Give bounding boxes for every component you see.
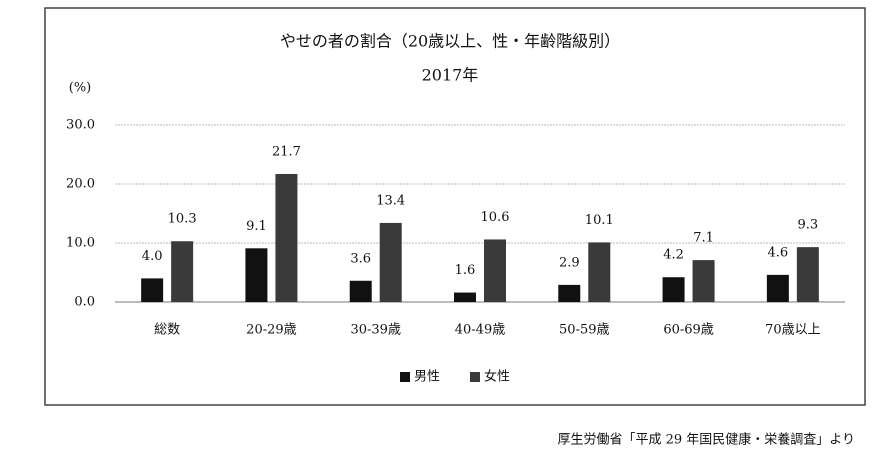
legend-label: 男性 [414,370,440,385]
bar [484,239,506,302]
y-tick-label: 10.0 [66,236,95,251]
bar [662,277,685,302]
bar [796,247,819,302]
chart-frame [44,7,866,406]
data-label: 10.6 [481,210,510,225]
y-tick-label: 0.0 [74,295,95,310]
x-tick-label: 総数 [154,323,180,338]
data-label: 9.3 [798,218,819,233]
legend-label: 女性 [484,369,510,385]
x-tick-label: 60-69歳 [663,323,713,338]
chart-subtitle: 2017年 [422,66,479,85]
bar [379,222,402,302]
x-tick-label: 20-29歳 [246,323,296,338]
data-label: 1.6 [455,263,476,278]
data-label: 21.7 [272,144,301,159]
y-tick-label: 30.0 [66,118,95,133]
legend-swatch [470,372,480,382]
bar [558,284,581,302]
bar [349,280,372,302]
data-label: 7.1 [693,231,714,246]
bar [141,278,164,302]
data-label: 10.3 [168,212,197,227]
data-label: 9.1 [246,219,267,234]
source-note: 厚生労働省「平成 29 年国民健康・栄養調査」より [557,432,855,448]
bar [766,274,789,302]
x-tick-label: 70歳以上 [765,323,821,338]
data-label: 4.2 [663,248,684,263]
bar [692,260,715,302]
data-label: 4.0 [142,249,163,264]
x-tick-label: 50-59歳 [559,323,609,338]
chart-title: やせの者の割合（20歳以上、性・年齢階級別） [280,32,620,51]
y-axis-label: (%) [69,81,92,96]
data-label: 4.6 [768,245,789,260]
data-label: 13.4 [376,193,405,208]
data-label: 10.1 [585,213,614,228]
bar [275,173,298,302]
x-tick-label: 40-49歳 [455,323,505,338]
bar [454,292,476,302]
data-label: 3.6 [350,251,371,266]
legend-swatch [400,372,410,382]
x-tick-label: 30-39歳 [350,323,400,338]
bar [588,242,611,302]
y-tick-label: 20.0 [66,177,95,192]
data-label: 2.9 [559,255,580,270]
bar [171,241,194,302]
bar [245,248,268,302]
